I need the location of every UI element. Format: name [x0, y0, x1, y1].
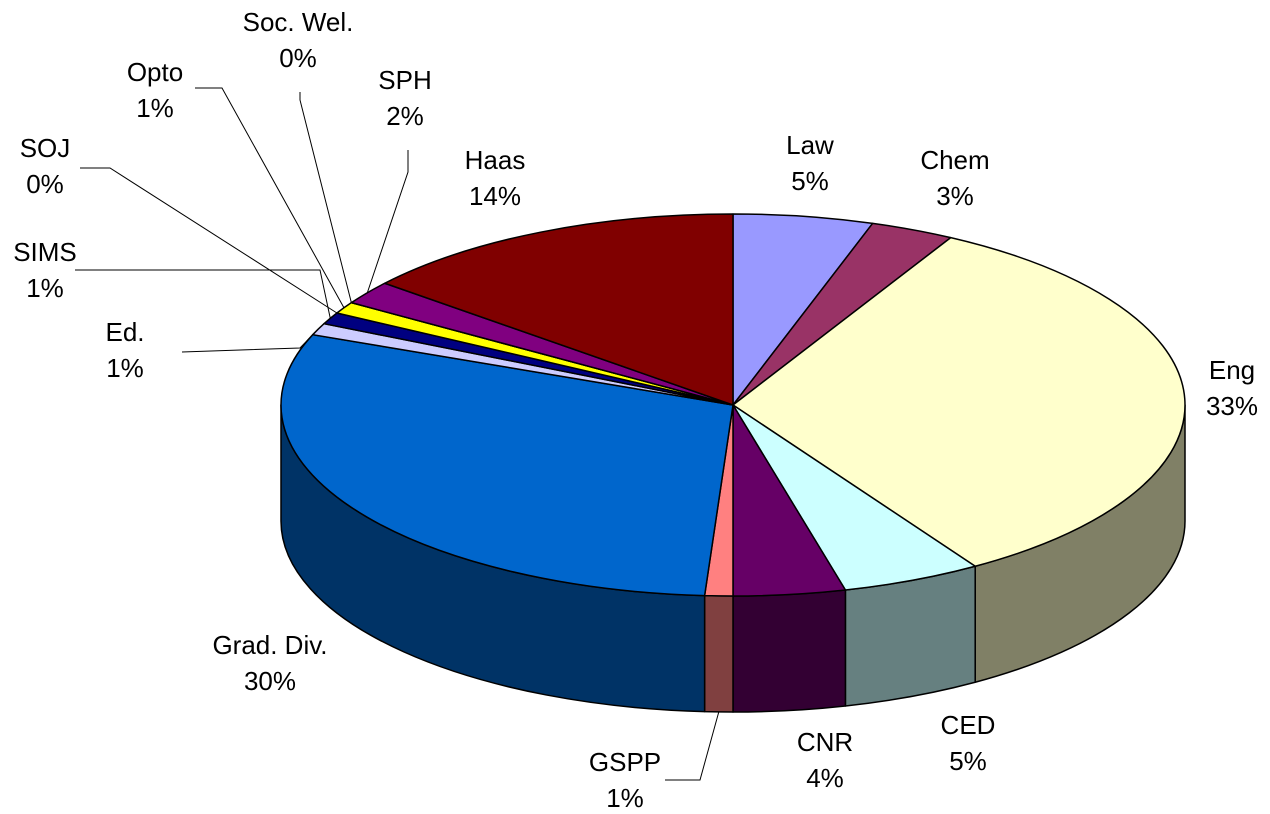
slice-side — [703, 594, 734, 713]
category-label: SIMS — [13, 237, 77, 267]
value-label: 5% — [791, 166, 829, 196]
slice — [732, 213, 874, 406]
category-label: GSPP — [589, 747, 661, 777]
value-label: 1% — [606, 783, 644, 813]
category-label: Opto — [127, 57, 183, 87]
category-label: SPH — [378, 65, 431, 95]
leader-line — [75, 269, 331, 319]
value-label: 4% — [806, 763, 844, 793]
category-label: Grad. Div. — [212, 630, 327, 660]
leader-line — [665, 711, 720, 781]
slice — [732, 404, 976, 591]
slice — [383, 213, 734, 406]
leader-line — [195, 87, 345, 309]
value-label: 2% — [386, 101, 424, 131]
value-label: 0% — [279, 43, 317, 73]
value-label: 1% — [106, 353, 144, 383]
category-label: Eng — [1209, 355, 1255, 385]
category-label: Haas — [465, 145, 526, 175]
category-label: Soc. Wel. — [243, 7, 354, 37]
category-label: SOJ — [20, 133, 71, 163]
leader-line — [366, 150, 409, 293]
category-label: CNR — [797, 727, 853, 757]
value-label: 5% — [949, 746, 987, 776]
value-label: 30% — [244, 666, 296, 696]
value-label: 1% — [26, 273, 64, 303]
slice — [280, 333, 734, 597]
category-label: Law — [786, 130, 834, 160]
value-label: 1% — [136, 93, 174, 123]
value-label: 3% — [936, 181, 974, 211]
slice — [732, 236, 1186, 568]
value-label: 14% — [469, 181, 521, 211]
category-label: Chem — [920, 145, 989, 175]
category-label: Ed. — [105, 317, 144, 347]
value-label: 0% — [26, 169, 64, 199]
value-label: 33% — [1206, 391, 1258, 421]
category-label: CED — [941, 710, 996, 740]
slice-side — [732, 589, 847, 713]
leader-line — [181, 328, 319, 353]
leader-line — [299, 92, 352, 303]
leader-line — [80, 167, 338, 314]
